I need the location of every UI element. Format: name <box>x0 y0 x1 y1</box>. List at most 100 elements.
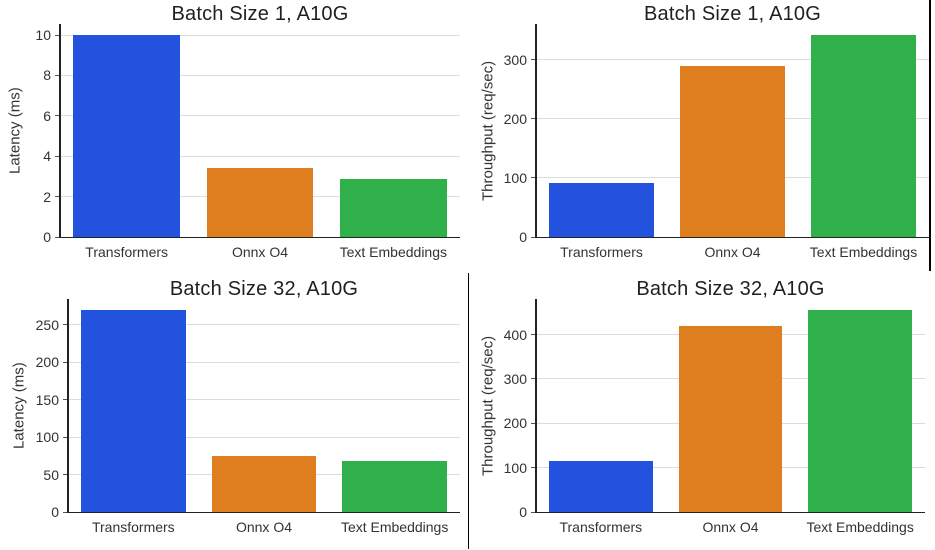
y-tick-mark <box>63 474 68 475</box>
y-tick-label: 300 <box>503 51 527 68</box>
y-tick-mark <box>63 324 68 325</box>
y-tick-label: 50 <box>43 466 59 483</box>
gridline <box>60 74 460 76</box>
y-tick-mark <box>531 177 536 179</box>
gridline <box>60 34 460 36</box>
gridline <box>60 196 460 198</box>
x-tick-label: Onnx O4 <box>235 519 292 535</box>
x-tick-label: Transformers <box>85 244 169 260</box>
y-tick-label: 6 <box>43 107 51 124</box>
y-tick-label: 0 <box>51 504 59 520</box>
gridline <box>60 155 460 157</box>
y-tick-label: 100 <box>503 459 527 476</box>
y-axis-spine <box>67 299 69 513</box>
y-tick-mark <box>531 467 536 469</box>
x-tick-label: Text Embeddings <box>340 519 449 535</box>
y-tick-label: 0 <box>519 504 527 520</box>
gridline <box>536 59 929 60</box>
x-axis-spine <box>535 236 929 238</box>
bar-text-embeddings <box>342 461 447 512</box>
y-tick-mark <box>531 378 536 380</box>
y-tick-label: 150 <box>35 391 59 408</box>
x-tick-label: Onnx O4 <box>231 244 288 260</box>
chart-title: Batch Size 32, A10G <box>636 278 825 300</box>
y-tick-label: 4 <box>43 148 51 165</box>
gridline <box>536 467 925 469</box>
bar-onnx-o4 <box>211 455 317 512</box>
y-tick-mark <box>531 59 536 60</box>
x-tick-label: Text Embeddings <box>806 519 914 535</box>
gridline <box>68 361 460 363</box>
bar-transformers <box>73 35 180 237</box>
y-tick-label: 100 <box>35 429 59 445</box>
y-tick-mark <box>55 74 60 76</box>
y-axis-label: Latency (ms) <box>10 362 28 449</box>
y-tick-mark <box>55 115 60 117</box>
x-tick-label: Onnx O4 <box>702 519 759 535</box>
gridline <box>536 118 929 120</box>
y-tick-mark <box>531 236 536 238</box>
gridline <box>536 378 925 380</box>
y-tick-mark <box>63 436 68 438</box>
gridline <box>68 436 460 438</box>
y-tick-label: 10 <box>35 27 51 44</box>
y-tick-label: 200 <box>35 354 59 370</box>
bar-text-embeddings <box>340 179 447 237</box>
bar-onnx-o4 <box>680 66 785 237</box>
bar-onnx-o4 <box>206 168 314 237</box>
y-tick-label: 2 <box>43 188 51 205</box>
y-tick-label: 8 <box>43 67 51 84</box>
x-tick-label: Transformers <box>559 519 643 535</box>
y-tick-mark <box>63 361 68 363</box>
gridline <box>536 334 925 335</box>
x-tick-label: Text Embeddings <box>809 244 918 260</box>
x-axis-spine <box>67 511 460 513</box>
y-tick-label: 200 <box>503 110 527 127</box>
bar-text-embeddings <box>811 35 916 237</box>
bar-onnx-o4 <box>678 325 783 512</box>
gridline <box>60 115 460 117</box>
y-tick-label: 100 <box>503 169 527 186</box>
y-tick-mark <box>55 155 60 157</box>
image-border-middle <box>467 273 470 549</box>
x-tick-label: Transformers <box>560 244 643 260</box>
y-tick-mark <box>55 236 60 238</box>
gridline <box>536 177 929 179</box>
chart-title: Batch Size 32, A10G <box>169 278 359 300</box>
chart-title: Batch Size 1, A10G <box>171 3 349 25</box>
x-tick-label: Text Embeddings <box>339 244 448 260</box>
y-tick-mark <box>531 118 536 120</box>
y-tick-mark <box>63 399 68 400</box>
y-tick-label: 300 <box>503 370 527 387</box>
x-axis-spine <box>535 511 925 513</box>
y-axis-spine <box>535 299 537 513</box>
bar-transformers <box>549 182 654 237</box>
y-tick-mark <box>531 422 536 424</box>
y-tick-mark <box>55 34 60 36</box>
y-axis-spine <box>59 24 61 238</box>
y-axis-label: Latency (ms) <box>6 87 24 174</box>
y-axis-label: Throughput (req/sec) <box>479 335 497 476</box>
bar-text-embeddings <box>808 309 913 512</box>
y-tick-label: 400 <box>503 326 527 343</box>
image-border-right <box>929 0 931 271</box>
y-tick-label: 250 <box>35 316 59 333</box>
x-tick-label: Onnx O4 <box>704 244 761 260</box>
y-tick-mark <box>531 511 536 513</box>
y-axis-spine <box>535 24 537 238</box>
y-tick-mark <box>63 511 68 513</box>
gridline <box>536 422 925 424</box>
y-axis-label: Throughput (req/sec) <box>479 60 497 201</box>
y-tick-mark <box>531 334 536 335</box>
bar-transformers <box>81 309 186 512</box>
y-tick-label: 0 <box>43 229 51 245</box>
gridline <box>68 324 460 325</box>
chart-title: Batch Size 1, A10G <box>643 3 822 25</box>
gridline <box>68 399 460 400</box>
x-axis-spine <box>59 236 460 238</box>
gridline <box>68 474 460 475</box>
x-tick-label: Transformers <box>91 519 175 535</box>
y-tick-mark <box>55 196 60 198</box>
y-tick-label: 0 <box>519 229 527 245</box>
